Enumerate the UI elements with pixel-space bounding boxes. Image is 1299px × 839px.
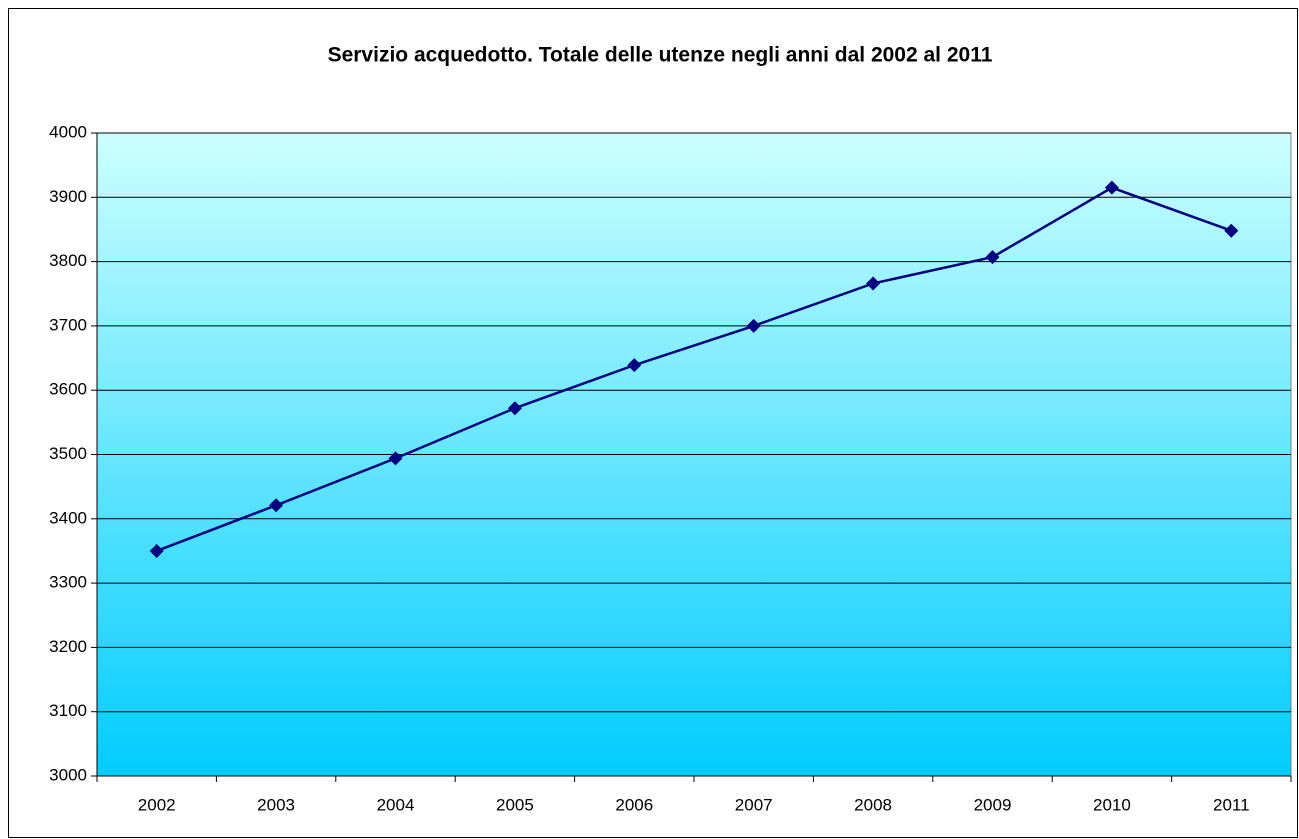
x-tick-label: 2010 [1093, 795, 1131, 814]
data-point [507, 401, 522, 416]
data-point [269, 498, 284, 513]
y-tick-label: 3900 [49, 187, 87, 206]
y-tick-label: 3600 [49, 380, 87, 399]
data-point [866, 276, 881, 291]
x-tick-label: 2005 [496, 795, 534, 814]
x-tick-label: 2008 [854, 795, 892, 814]
data-point [746, 318, 761, 333]
y-tick-label: 3400 [49, 508, 87, 527]
y-tick-label: 3800 [49, 251, 87, 270]
chart-title: Servizio acquedotto. Totale delle utenze… [328, 44, 993, 67]
y-tick-label: 3500 [49, 444, 87, 463]
y-tick-label: 3100 [49, 701, 87, 720]
x-tick-label: 2006 [615, 795, 653, 814]
y-tick-label: 3200 [49, 637, 87, 656]
x-tick-label: 2011 [1213, 795, 1250, 814]
data-point [1224, 223, 1239, 238]
data-point [149, 543, 164, 558]
x-tick-label: 2009 [974, 795, 1012, 814]
y-tick-label: 3300 [49, 573, 87, 592]
x-tick-label: 2003 [257, 795, 295, 814]
data-point [388, 451, 403, 466]
x-tick-label: 2004 [377, 795, 415, 814]
data-point [627, 358, 642, 373]
y-tick-label: 3000 [49, 765, 87, 784]
data-point [1104, 180, 1119, 195]
data-point [985, 250, 1000, 265]
y-tick-label: 3700 [49, 315, 87, 334]
x-tick-label: 2007 [735, 795, 773, 814]
x-tick-label: 2002 [138, 795, 176, 814]
y-tick-label: 4000 [49, 122, 87, 141]
series-line [156, 186, 1232, 553]
